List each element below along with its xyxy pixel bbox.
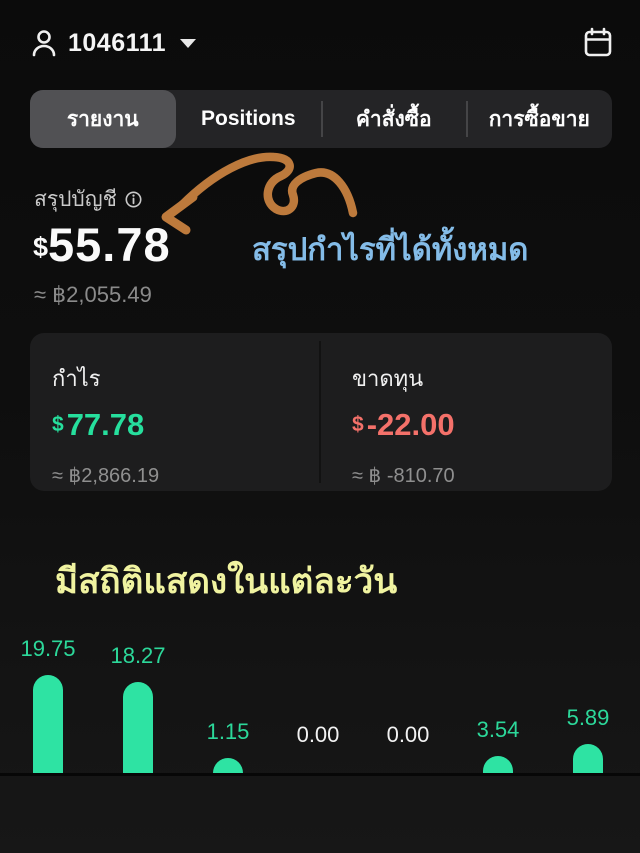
tab-bar: รายงาน Positions คำสั่งซื้อ การซื้อขาย — [30, 90, 612, 148]
bar-value-label: 0.00 — [296, 722, 340, 747]
bar-value-label: 19.75 — [20, 636, 76, 661]
profit-value: 77.78 — [66, 407, 145, 442]
daily-stats-annotation: มีสถิติแสดงในแต่ละวัน — [55, 562, 398, 601]
bar — [123, 682, 153, 774]
tab-positions[interactable]: Positions — [176, 90, 322, 148]
bar — [33, 675, 63, 774]
tab-positions-label: Positions — [200, 107, 296, 130]
bar-value-label: 18.27 — [110, 643, 166, 668]
tab-trades-label: การซื้อขาย — [488, 107, 590, 131]
daily-profit-bar-chart: 19.75 18.27 1.15 0.00 0.00 3.54 5.89 — [0, 620, 640, 774]
chart-column: 0.00 — [363, 722, 453, 774]
account-summary-header: สรุปบัญชี — [34, 183, 142, 216]
chart-column: 3.54 — [453, 717, 543, 774]
tab-orders[interactable]: คำสั่งซื้อ — [321, 90, 467, 148]
tab-report-label: รายงาน — [66, 107, 139, 131]
balance-baht-equivalent: ≈ ฿2,055.49 — [34, 282, 152, 307]
chevron-down-icon — [180, 38, 197, 48]
tab-trades[interactable]: การซื้อขาย — [467, 90, 613, 148]
chart-column: 18.27 — [93, 643, 183, 774]
account-selector[interactable]: 1046111 — [30, 28, 197, 58]
bar-value-label: 1.15 — [206, 719, 250, 744]
currency-symbol: $ — [33, 232, 49, 262]
tab-report[interactable]: รายงาน — [30, 90, 176, 148]
loss-currency-symbol: $ — [352, 413, 364, 436]
loss-baht-equivalent: ≈ ฿ -810.70 — [352, 465, 455, 487]
calendar-icon[interactable] — [582, 26, 614, 60]
profit-label: กำไร — [52, 366, 101, 391]
account-id: 1046111 — [68, 28, 167, 57]
chart-column: 19.75 — [3, 636, 93, 774]
total-balance: $ 55.78 — [33, 221, 171, 268]
chart-column: 0.00 — [273, 722, 363, 774]
bar — [483, 756, 513, 774]
tab-orders-label: คำสั่งซื้อ — [355, 107, 432, 131]
balance-amount: 55.78 — [48, 218, 171, 271]
chart-column: 5.89 — [543, 705, 633, 774]
bar — [573, 744, 603, 774]
loss-label: ขาดทุน — [352, 366, 424, 391]
bar-value-label: 5.89 — [566, 705, 610, 730]
loss-amount: $ -22.00 — [352, 409, 455, 440]
card-divider — [319, 341, 321, 483]
tab-divider — [466, 101, 468, 137]
profit-note-annotation: สรุปกำไรที่ได้ทั้งหมด — [252, 232, 529, 267]
profit-amount: $ 77.78 — [52, 409, 144, 440]
tab-divider — [321, 101, 323, 137]
profit-currency-symbol: $ — [52, 413, 64, 436]
profit-baht-equivalent: ≈ ฿2,866.19 — [52, 465, 160, 487]
user-icon — [32, 30, 56, 57]
info-icon[interactable] — [125, 191, 142, 208]
bar-value-label: 0.00 — [386, 722, 430, 747]
header: 1046111 — [0, 0, 640, 80]
chart-baseline — [0, 773, 640, 776]
loss-value: -22.00 — [366, 407, 455, 442]
bar — [213, 758, 243, 774]
profit-loss-card: กำไร $ 77.78 ≈ ฿2,866.19 ขาดทุน $ -22.00… — [30, 333, 612, 491]
chart-column: 1.15 — [183, 719, 273, 774]
bar-value-label: 3.54 — [476, 717, 520, 742]
account-summary-label: สรุปบัญชี — [34, 188, 117, 211]
